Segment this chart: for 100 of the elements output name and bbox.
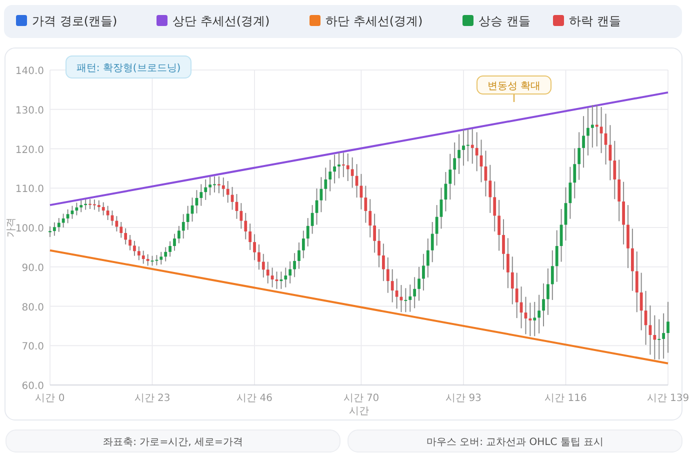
candlestick: [253, 234, 256, 261]
candlestick: [542, 282, 545, 327]
candlestick: [124, 228, 128, 245]
candlestick: [306, 218, 310, 247]
x-tick-label: 시간 23: [134, 393, 170, 404]
candlestick: [222, 176, 225, 198]
candlestick: [106, 205, 110, 221]
candlestick: [368, 198, 372, 238]
candlestick: [418, 266, 420, 302]
legend-label: 상단 추세선(경계): [172, 14, 270, 28]
candlestick: [630, 228, 634, 292]
candlestick: [466, 128, 470, 162]
x-tick-label: 시간 0: [35, 393, 65, 404]
candlestick: [573, 148, 576, 199]
y-tick-label: 60.0: [22, 381, 44, 392]
x-tick-label: 시간 139: [646, 393, 690, 404]
candlestick: [338, 152, 340, 179]
y-tick-label: 80.0: [22, 302, 44, 314]
candlestick: [586, 108, 590, 156]
candlestick: [373, 213, 376, 254]
candlestick: [382, 243, 385, 282]
candlestick: [248, 223, 252, 250]
candlestick: [115, 216, 118, 232]
candlestick: [62, 213, 65, 228]
candlestick: [218, 176, 220, 194]
candlestick: [142, 250, 145, 264]
candlestick: [408, 284, 412, 312]
candlestick: [342, 152, 345, 178]
candlestick: [75, 202, 78, 216]
candlestick: [146, 254, 150, 266]
candlestick: [173, 233, 176, 252]
candlestick: [333, 154, 336, 184]
candlestick: [328, 159, 332, 192]
candlestick: [280, 271, 283, 290]
candlestick: [346, 152, 350, 182]
y-tick-label: 140.0: [15, 66, 44, 77]
candlestick: [435, 204, 438, 246]
candlestick: [533, 301, 536, 337]
candlestick: [350, 156, 354, 188]
annotation: 변동성 확대: [487, 81, 541, 92]
candlestick: [448, 153, 452, 200]
candlestick: [470, 128, 474, 164]
candlestick: [430, 221, 434, 263]
candlestick: [378, 228, 380, 268]
candlestick: [515, 272, 518, 319]
candlestick: [458, 134, 460, 174]
candlestick: [258, 244, 260, 270]
candlestick: [298, 242, 300, 270]
candlestick: [662, 312, 665, 360]
y-axis-title: 가격: [6, 218, 17, 238]
candlestick: [658, 318, 661, 360]
candlestick: [120, 221, 123, 238]
candlestick: [186, 205, 190, 230]
candlestick: [595, 104, 598, 147]
y-tick-label: 70.0: [22, 342, 44, 353]
candlestick: [262, 253, 265, 278]
x-tick-label: 시간 70: [343, 393, 380, 404]
candlestick: [666, 301, 670, 354]
candlestick: [160, 251, 163, 266]
legend-label: 상승 캔들: [478, 14, 530, 28]
candlestick: [97, 200, 100, 212]
candlestick: [164, 246, 168, 262]
candlestick: [177, 225, 180, 244]
candlestick: [293, 252, 296, 278]
candlestick: [133, 240, 136, 256]
candlestick: [404, 288, 408, 313]
candlestick: [582, 116, 585, 168]
candlestick: [204, 178, 208, 200]
candlestick: [600, 106, 603, 154]
y-tick-label: 130.0: [15, 105, 44, 116]
text: 가격 경로(캔들): [32, 14, 118, 28]
candlestick: [137, 246, 140, 261]
x-tick-label: 시간 93: [446, 393, 482, 404]
candlestick: [475, 132, 478, 172]
candlestick: [546, 268, 550, 316]
candlestick: [502, 218, 505, 270]
candlestick: [244, 212, 248, 240]
candlestick: [226, 180, 230, 204]
candlestick: [182, 214, 185, 240]
candlestick: [102, 202, 105, 216]
candlestick: [510, 256, 514, 305]
candlestick: [390, 268, 394, 303]
annotation: 패턴: 확장형(브로드닝): [76, 63, 181, 74]
candlestick: [528, 302, 532, 337]
candlestick: [568, 166, 572, 220]
candlestick: [422, 253, 425, 291]
text: 좌표축: 가로=시간, 세로=가격: [103, 437, 243, 448]
candlestick: [413, 276, 416, 309]
y-tick-label: 110.0: [15, 184, 44, 196]
candlestick: [635, 251, 638, 313]
candlestick: [506, 238, 510, 289]
candlestick: [266, 261, 270, 284]
candlestick: [626, 204, 630, 269]
text: 마우스 오버: 교차선과 OHLC 툴팁 표시: [426, 437, 604, 448]
y-tick-label: 100.0: [15, 224, 44, 234]
candlestick: [498, 199, 500, 252]
legend-label: 하단 추세선(경계): [326, 14, 423, 28]
candlestick: [128, 234, 132, 251]
candlestick: [66, 208, 70, 224]
x-axis-title: 시간: [349, 406, 369, 417]
